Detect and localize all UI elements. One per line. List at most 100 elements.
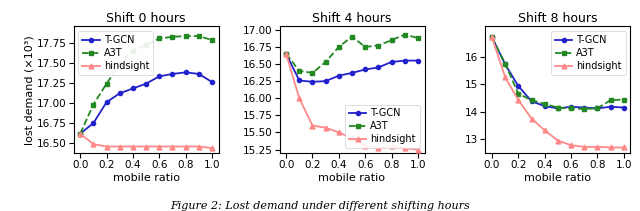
Y-axis label: lost demand (×10³): lost demand (×10³): [24, 35, 34, 145]
Title: Shift 8 hours: Shift 8 hours: [518, 12, 598, 25]
Line: T-GCN: T-GCN: [78, 70, 214, 136]
hindsight: [168, 145, 176, 148]
hindsight: [414, 148, 422, 151]
hindsight: [322, 126, 330, 129]
A3T: [116, 63, 124, 66]
T-GCN: [208, 81, 216, 83]
A3T: [156, 37, 163, 40]
hindsight: [348, 137, 356, 139]
hindsight: [335, 131, 342, 134]
hindsight: [129, 145, 137, 148]
A3T: [90, 103, 97, 106]
hindsight: [580, 146, 588, 148]
A3T: [594, 107, 602, 110]
T-GCN: [594, 107, 602, 110]
hindsight: [76, 132, 84, 135]
Line: T-GCN: T-GCN: [284, 52, 420, 84]
hindsight: [296, 97, 303, 100]
A3T: [374, 44, 382, 47]
T-GCN: [414, 59, 422, 62]
T-GCN: [567, 106, 575, 108]
A3T: [488, 36, 496, 39]
T-GCN: [296, 79, 303, 82]
A3T: [182, 35, 189, 37]
A3T: [620, 98, 628, 101]
T-GCN: [362, 68, 369, 71]
A3T: [168, 36, 176, 38]
T-GCN: [182, 71, 189, 74]
A3T: [541, 103, 548, 105]
X-axis label: mobile ratio: mobile ratio: [319, 173, 385, 183]
A3T: [414, 37, 422, 39]
T-GCN: [554, 107, 562, 110]
T-GCN: [388, 61, 396, 63]
A3T: [335, 46, 342, 48]
T-GCN: [501, 63, 509, 66]
T-GCN: [282, 53, 290, 55]
A3T: [296, 70, 303, 72]
T-GCN: [195, 73, 203, 75]
A3T: [580, 108, 588, 110]
X-axis label: mobile ratio: mobile ratio: [113, 173, 180, 183]
A3T: [142, 44, 150, 46]
Legend: T-GCN, A3T, hindsight: T-GCN, A3T, hindsight: [345, 104, 420, 148]
X-axis label: mobile ratio: mobile ratio: [524, 173, 591, 183]
hindsight: [554, 139, 562, 142]
A3T: [282, 53, 290, 55]
Legend: T-GCN, A3T, hindsight: T-GCN, A3T, hindsight: [79, 31, 153, 75]
T-GCN: [335, 74, 342, 77]
T-GCN: [580, 106, 588, 109]
hindsight: [142, 145, 150, 148]
T-GCN: [541, 105, 548, 107]
hindsight: [541, 129, 548, 132]
T-GCN: [156, 75, 163, 78]
Text: Figure 2: Lost demand under different shifting hours: Figure 2: Lost demand under different sh…: [170, 201, 470, 211]
hindsight: [182, 145, 189, 148]
hindsight: [515, 99, 522, 101]
A3T: [308, 72, 316, 74]
Line: hindsight: hindsight: [284, 51, 420, 152]
Legend: T-GCN, A3T, hindsight: T-GCN, A3T, hindsight: [551, 31, 625, 75]
hindsight: [208, 147, 216, 149]
T-GCN: [168, 73, 176, 75]
Line: hindsight: hindsight: [78, 131, 214, 151]
hindsight: [567, 144, 575, 146]
A3T: [195, 35, 203, 37]
hindsight: [620, 146, 628, 149]
hindsight: [116, 145, 124, 148]
T-GCN: [401, 59, 408, 62]
hindsight: [195, 145, 203, 148]
A3T: [388, 39, 396, 41]
A3T: [322, 61, 330, 63]
T-GCN: [102, 101, 110, 103]
Line: A3T: A3T: [490, 35, 626, 111]
T-GCN: [620, 106, 628, 109]
hindsight: [388, 145, 396, 147]
A3T: [567, 107, 575, 110]
hindsight: [102, 145, 110, 148]
A3T: [348, 35, 356, 38]
hindsight: [308, 124, 316, 127]
hindsight: [501, 76, 509, 78]
T-GCN: [528, 100, 536, 103]
T-GCN: [607, 106, 614, 108]
A3T: [501, 62, 509, 65]
T-GCN: [515, 85, 522, 87]
Title: Shift 0 hours: Shift 0 hours: [106, 12, 186, 25]
Line: A3T: A3T: [284, 32, 420, 75]
hindsight: [362, 145, 369, 147]
hindsight: [90, 143, 97, 145]
Line: T-GCN: T-GCN: [490, 35, 626, 111]
T-GCN: [348, 72, 356, 74]
A3T: [554, 106, 562, 109]
A3T: [528, 99, 536, 101]
T-GCN: [129, 87, 137, 90]
hindsight: [607, 146, 614, 149]
hindsight: [374, 147, 382, 149]
T-GCN: [116, 92, 124, 95]
T-GCN: [322, 80, 330, 82]
Line: hindsight: hindsight: [490, 35, 626, 150]
hindsight: [282, 53, 290, 55]
A3T: [362, 46, 369, 48]
A3T: [129, 49, 137, 52]
